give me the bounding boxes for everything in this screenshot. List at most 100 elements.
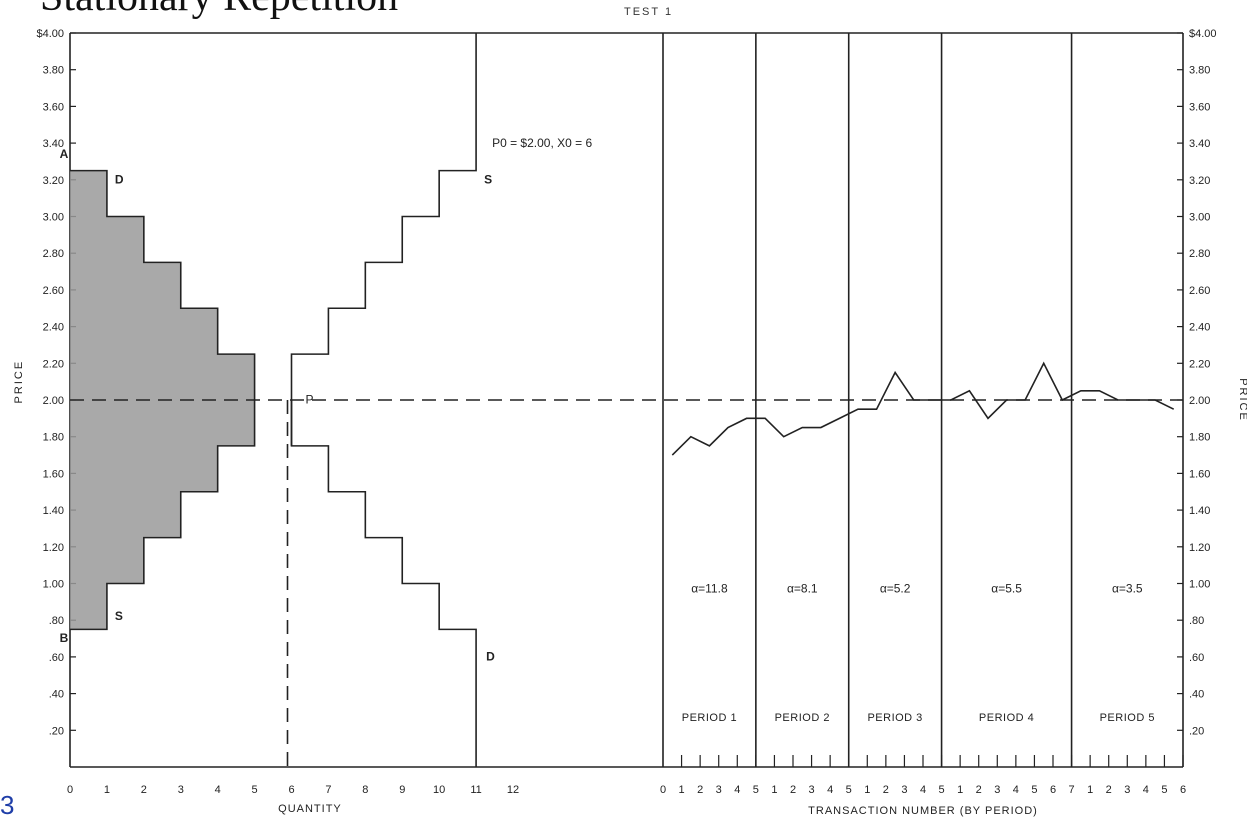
period-label: PERIOD 5 [1100, 712, 1155, 724]
left-x-tick-label: 3 [178, 784, 184, 796]
left-y-tick-label: .80 [49, 615, 64, 627]
left-x-tick-label: 7 [325, 784, 331, 796]
right-x-tick-label: 3 [901, 784, 907, 796]
right-y-tick-label: 2.00 [1189, 395, 1210, 407]
right-y-axis-title: PRICE [1237, 378, 1247, 422]
left-y-tick-label: 2.80 [43, 248, 64, 260]
right-x-tick-label: 0 [660, 784, 666, 796]
right-x-tick-label: 4 [1013, 784, 1019, 796]
right-x-axis-title: TRANSACTION NUMBER (BY PERIOD) [808, 805, 1038, 817]
right-y-tick-label: 3.60 [1189, 101, 1210, 113]
left-x-tick-label: 2 [141, 784, 147, 796]
period-label: PERIOD 2 [775, 712, 830, 724]
left-y-tick-label: 1.80 [43, 432, 64, 444]
supply-step-left [70, 400, 256, 631]
right-x-tick-label: 5 [753, 784, 759, 796]
left-y-tick-label: .20 [49, 725, 64, 737]
right-y-tick-label: 2.40 [1189, 322, 1210, 334]
right-y-tick-label: .80 [1189, 615, 1204, 627]
right-x-tick-label: 1 [864, 784, 870, 796]
right-x-tick-label: 2 [883, 784, 889, 796]
left-y-tick-label: 1.00 [43, 579, 64, 591]
demand-step-right [290, 400, 477, 767]
right-x-tick-label: 6 [1180, 784, 1186, 796]
left-x-tick-label: 10 [433, 784, 445, 796]
label-b: B [60, 631, 69, 645]
equilibrium-values-label: P0 = $2.00, X0 = 6 [492, 136, 592, 150]
left-y-tick-label: 2.40 [43, 322, 64, 334]
right-y-tick-label: 1.40 [1189, 505, 1210, 517]
period-label: PERIOD 4 [979, 712, 1034, 724]
supply-label-top: S [484, 172, 492, 186]
left-x-tick-label: 4 [215, 784, 221, 796]
right-x-tick-label: 4 [827, 784, 833, 796]
demand-label-bottom: D [486, 650, 495, 664]
supply-label-bottom: S [115, 609, 123, 623]
period-alpha-label: α=3.5 [1112, 582, 1143, 596]
right-y-tick-label: 1.00 [1189, 579, 1210, 591]
right-x-tick-label: 3 [809, 784, 815, 796]
right-y-tick-label: 2.80 [1189, 248, 1210, 260]
right-y-tick-label: .60 [1189, 652, 1204, 664]
left-y-tick-label: 3.80 [43, 65, 64, 77]
right-x-tick-label: 1 [771, 784, 777, 796]
period-alpha-label: α=11.8 [691, 582, 728, 596]
left-x-tick-label: 11 [470, 784, 481, 796]
right-x-tick-label: 2 [790, 784, 796, 796]
right-x-tick-label: 1 [957, 784, 963, 796]
right-y-tick-label: 3.80 [1189, 65, 1210, 77]
right-x-tick-label: 5 [1161, 784, 1167, 796]
chart-subheading: TEST 1 [624, 6, 674, 18]
slide-number: 3 [0, 790, 15, 820]
left-x-tick-label: 12 [507, 784, 519, 796]
slide-heading: Stationary Repetition [40, 0, 398, 18]
right-y-tick-label: .40 [1189, 689, 1204, 701]
right-y-tick-label: 1.60 [1189, 468, 1210, 480]
left-y-tick-label: 1.20 [43, 542, 64, 554]
right-y-tick-label: 1.80 [1189, 432, 1210, 444]
period-alpha-label: α=5.2 [880, 582, 911, 596]
left-x-tick-label: 0 [67, 784, 73, 796]
left-x-tick-label: 9 [399, 784, 405, 796]
right-x-tick-label: 3 [1124, 784, 1130, 796]
left-x-tick-label: 8 [362, 784, 368, 796]
right-x-tick-label: 4 [734, 784, 740, 796]
right-y-tick-label: 3.40 [1189, 138, 1210, 150]
left-y-tick-label: $4.00 [36, 28, 64, 40]
right-x-tick-label: 5 [1031, 784, 1037, 796]
period-alpha-label: α=8.1 [787, 582, 818, 596]
right-x-tick-label: 4 [1143, 784, 1149, 796]
left-y-tick-label: 1.60 [43, 468, 64, 480]
right-x-tick-label: 1 [679, 784, 685, 796]
right-x-tick-label: 6 [1050, 784, 1056, 796]
supply-step-right [290, 33, 477, 446]
left-x-axis-title: QUANTITY [278, 803, 342, 815]
left-y-tick-label: .60 [49, 652, 64, 664]
right-x-tick-label: 1 [1087, 784, 1093, 796]
right-y-tick-label: 3.00 [1189, 212, 1210, 224]
left-y-tick-label: 2.60 [43, 285, 64, 297]
left-y-tick-label: 2.00 [43, 395, 64, 407]
demand-label-top: D [115, 172, 124, 186]
period-label: PERIOD 3 [867, 712, 922, 724]
left-y-tick-label: .40 [49, 689, 64, 701]
left-y-tick-label: 3.40 [43, 138, 64, 150]
right-x-tick-label: 2 [1106, 784, 1112, 796]
left-x-tick-label: 1 [104, 784, 110, 796]
label-a: A [60, 147, 69, 161]
right-x-tick-label: 2 [697, 784, 703, 796]
right-x-tick-label: 4 [920, 784, 926, 796]
right-x-tick-label: 2 [976, 784, 982, 796]
right-y-tick-label: .20 [1189, 725, 1204, 737]
equilibrium-point-label: P [306, 393, 314, 407]
left-y-tick-label: 3.20 [43, 175, 64, 187]
right-y-tick-label: 3.20 [1189, 175, 1210, 187]
right-x-tick-label: 3 [716, 784, 722, 796]
demand-step-left [70, 169, 256, 400]
left-y-tick-label: 3.00 [43, 212, 64, 224]
period-label: PERIOD 1 [682, 712, 737, 724]
left-y-tick-label: 2.20 [43, 358, 64, 370]
